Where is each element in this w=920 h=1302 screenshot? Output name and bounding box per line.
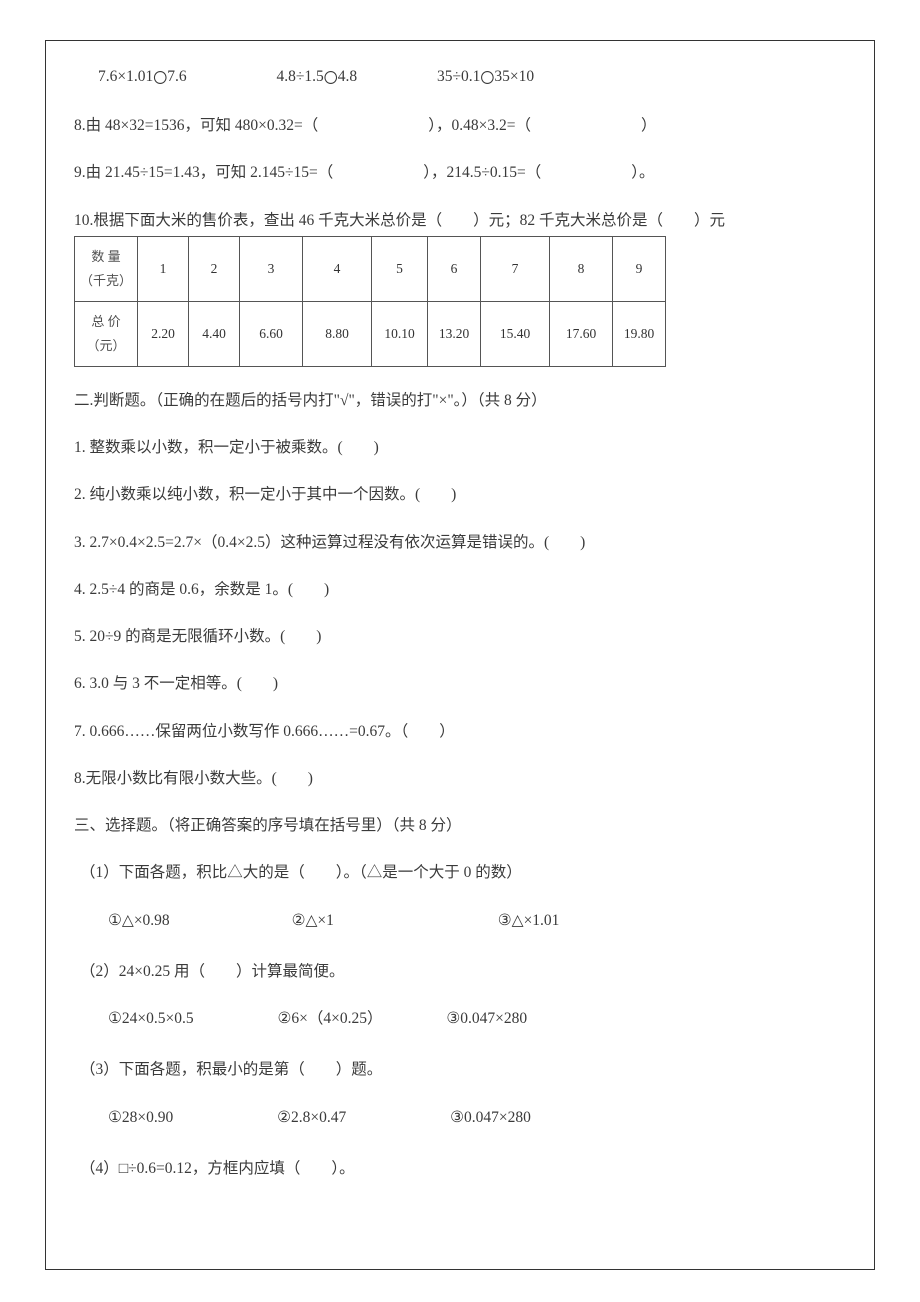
qty-header-l1: 数 量 — [91, 249, 120, 264]
q9-mid: ），214.5÷0.15=（ — [423, 164, 541, 181]
q3-3-stem: （3）下面各题，积最小的是第（ ）题。 — [74, 1058, 846, 1081]
section3-title: 三、选择题。（将正确答案的序号填在括号里）（共 8 分） — [74, 814, 846, 837]
qty-cell: 4 — [303, 236, 372, 301]
qty-cell: 2 — [189, 236, 240, 301]
price-cell: 19.80 — [613, 301, 666, 366]
qty-cell: 1 — [138, 236, 189, 301]
cmp-b-right: 4.8 — [338, 68, 357, 85]
price-header-l2: （元） — [86, 338, 125, 353]
q8: 8.由 48×32=1536，可知 480×0.32=（ ），0.48×3.2=（… — [74, 114, 846, 137]
qty-cell: 5 — [372, 236, 428, 301]
price-header: 总 价 （元） — [75, 301, 138, 366]
price-cell: 8.80 — [303, 301, 372, 366]
price-cell: 4.40 — [189, 301, 240, 366]
q3-1-opt3[interactable]: ③△×1.01 — [498, 909, 560, 932]
sec2-item: 6. 3.0 与 3 不一定相等。( ) — [74, 672, 846, 695]
qty-header: 数 量 （千克） — [75, 236, 138, 301]
q3-3-opt2[interactable]: ②2.8×0.47 — [277, 1106, 346, 1129]
q3-1-opt1[interactable]: ①△×0.98 — [108, 909, 170, 932]
q3-1-opt2[interactable]: ②△×1 — [292, 909, 334, 932]
q3-3-opt3[interactable]: ③0.047×280 — [450, 1106, 531, 1129]
price-cell: 6.60 — [240, 301, 303, 366]
table-row: 总 价 （元） 2.20 4.40 6.60 8.80 10.10 13.20 … — [75, 301, 666, 366]
qty-cell: 9 — [613, 236, 666, 301]
q3-1-stem: （1）下面各题，积比△大的是（ ）。（△是一个大于 0 的数） — [74, 861, 846, 884]
q3-3-opt1[interactable]: ①28×0.90 — [108, 1106, 173, 1129]
cmp-b: 4.8÷1.5〇4.8 — [277, 65, 358, 90]
price-cell: 2.20 — [138, 301, 189, 366]
q8-suffix: ） — [641, 117, 657, 134]
qty-cell: 8 — [550, 236, 613, 301]
cmp-a-left: 7.6×1.01 — [98, 68, 153, 85]
cmp-c: 35÷0.1〇35×10 — [437, 65, 534, 90]
sec2-item: 1. 整数乘以小数，积一定小于被乘数。( ) — [74, 436, 846, 459]
price-cell: 17.60 — [550, 301, 613, 366]
q9-prefix: 9.由 21.45÷15=1.43，可知 2.145÷15=（ — [74, 164, 333, 181]
price-header-l1: 总 价 — [91, 314, 120, 329]
sec2-item: 5. 20÷9 的商是无限循环小数。( ) — [74, 625, 846, 648]
q3-2-opt3[interactable]: ③0.047×280 — [446, 1007, 527, 1030]
table-row: 数 量 （千克） 1 2 3 4 5 6 7 8 9 — [75, 236, 666, 301]
cmp-b-left: 4.8÷1.5 — [277, 68, 324, 85]
price-table: 数 量 （千克） 1 2 3 4 5 6 7 8 9 总 价 （元） 2.20 … — [74, 236, 666, 367]
qty-cell: 6 — [428, 236, 481, 301]
q3-2-stem: （2）24×0.25 用（ ）计算最简便。 — [74, 960, 846, 983]
cmp-a-right: 7.6 — [167, 68, 186, 85]
q10: 10.根据下面大米的售价表，查出 46 千克大米总价是（ ）元；82 千克大米总… — [74, 209, 846, 232]
q3-2-options: ①24×0.5×0.5 ②6×（4×0.25） ③0.047×280 — [74, 1007, 846, 1030]
compare-circle-icon: 〇 — [480, 69, 494, 90]
q3-2-opt2[interactable]: ②6×（4×0.25） — [278, 1007, 383, 1030]
cmp-a: 7.6×1.01〇7.6 — [98, 65, 187, 90]
q3-1-options: ①△×0.98 ②△×1 ③△×1.01 — [74, 909, 846, 932]
sec2-item: 4. 2.5÷4 的商是 0.6，余数是 1。( ) — [74, 578, 846, 601]
q8-prefix: 8.由 48×32=1536，可知 480×0.32=（ — [74, 117, 318, 134]
cmp-c-right: 35×10 — [494, 68, 534, 85]
q3-4-stem: （4）□÷0.6=0.12，方框内应填（ ）。 — [74, 1157, 846, 1180]
compare-circle-icon: 〇 — [324, 69, 338, 90]
price-cell: 13.20 — [428, 301, 481, 366]
q3-2-opt1[interactable]: ①24×0.5×0.5 — [108, 1007, 194, 1030]
qty-cell: 7 — [481, 236, 550, 301]
qty-cell: 3 — [240, 236, 303, 301]
price-cell: 15.40 — [481, 301, 550, 366]
price-cell: 10.10 — [372, 301, 428, 366]
q7-compare-row: 7.6×1.01〇7.6 4.8÷1.5〇4.8 35÷0.1〇35×10 — [74, 65, 846, 90]
sec2-item: 3. 2.7×0.4×2.5=2.7×（0.4×2.5）这种运算过程没有依次运算… — [74, 531, 846, 554]
q3-3-options: ①28×0.90 ②2.8×0.47 ③0.047×280 — [74, 1106, 846, 1129]
q9: 9.由 21.45÷15=1.43，可知 2.145÷15=（ ），214.5÷0… — [74, 161, 846, 184]
qty-header-l2: （千克） — [80, 273, 132, 288]
cmp-c-left: 35÷0.1 — [437, 68, 480, 85]
q8-mid: ），0.48×3.2=（ — [428, 117, 531, 134]
sec2-item: 2. 纯小数乘以纯小数，积一定小于其中一个因数。( ) — [74, 483, 846, 506]
sec2-item: 8.无限小数比有限小数大些。( ) — [74, 767, 846, 790]
q9-suffix: ）。 — [631, 164, 654, 181]
sec2-item: 7. 0.666……保留两位小数写作 0.666……=0.67。（ ） — [74, 720, 846, 743]
section2-title: 二.判断题。（正确的在题后的括号内打"√"，错误的打"×"。）（共 8 分） — [74, 389, 846, 412]
compare-circle-icon: 〇 — [153, 69, 167, 90]
